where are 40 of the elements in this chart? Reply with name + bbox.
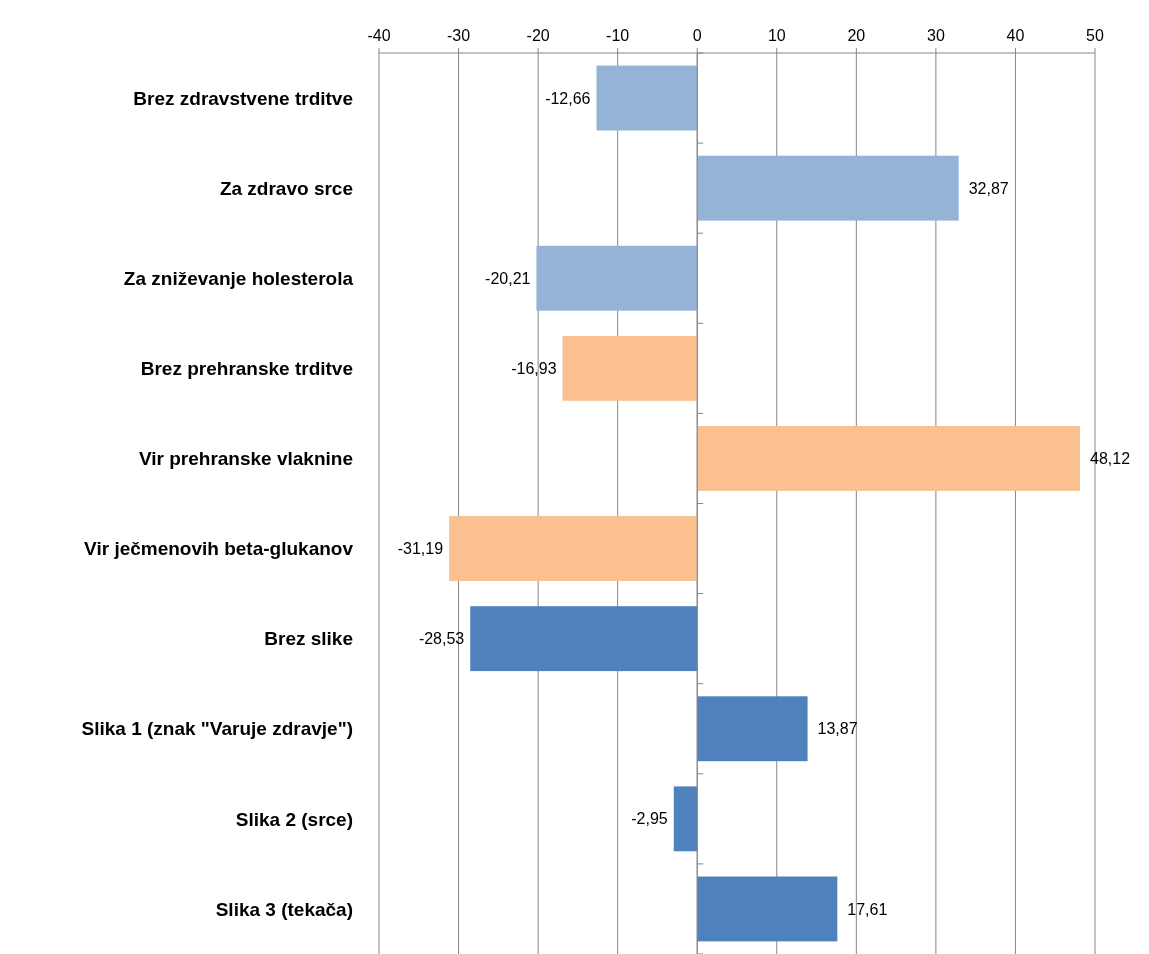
y-tick-label: Slika 2 (srce) — [235, 808, 353, 830]
data-label: 48,12 — [1090, 450, 1131, 468]
x-tick-label: -30 — [446, 27, 471, 44]
bar — [596, 65, 698, 131]
y-tick-label: Za zniževanje holesterola — [123, 267, 354, 289]
bar — [673, 786, 698, 852]
data-label: -2,95 — [631, 810, 668, 828]
data-label: 17,61 — [847, 900, 888, 918]
bar — [562, 335, 698, 401]
y-tick-label: Brez zdravstvene trditve — [133, 87, 353, 109]
y-tick-label: Za zdravo srce — [219, 177, 353, 199]
bar — [449, 516, 698, 581]
x-tick-label: -20 — [526, 27, 550, 44]
y-tick-label: Brez prehranske trditve — [140, 358, 353, 379]
y-tick-label: Slika 3 (tekača) — [215, 898, 353, 920]
y-tick-label: Vir prehranske vlaknine — [138, 448, 353, 470]
data-label: 32,87 — [968, 179, 1009, 197]
x-tick-label: 20 — [847, 27, 866, 44]
data-label: -16,93 — [511, 359, 557, 377]
x-tick-label: -40 — [367, 27, 391, 44]
x-tick-label: -10 — [606, 27, 630, 44]
bar — [536, 245, 698, 311]
x-tick-label: 30 — [926, 27, 945, 44]
x-tick-label: 0 — [692, 27, 702, 44]
data-label: -20,21 — [485, 269, 531, 287]
data-label: -12,66 — [545, 89, 591, 107]
data-label: 13,87 — [817, 720, 858, 738]
bar — [697, 426, 1081, 491]
x-tick-label: 50 — [1086, 27, 1104, 44]
y-tick-label: Slika 1 (znak "Varuje zdravje") — [81, 718, 353, 740]
bar — [697, 876, 838, 942]
bar — [697, 155, 959, 221]
bar — [470, 606, 698, 672]
data-label: -28,53 — [418, 630, 465, 648]
x-tick-label: 40 — [1006, 27, 1025, 44]
data-label: -31,19 — [397, 540, 444, 558]
x-tick-label: 10 — [767, 27, 786, 44]
y-tick-label: Brez slike — [264, 628, 353, 650]
y-tick-label: Vir ječmenovih beta-glukanov — [84, 538, 354, 560]
bar — [697, 696, 808, 762]
